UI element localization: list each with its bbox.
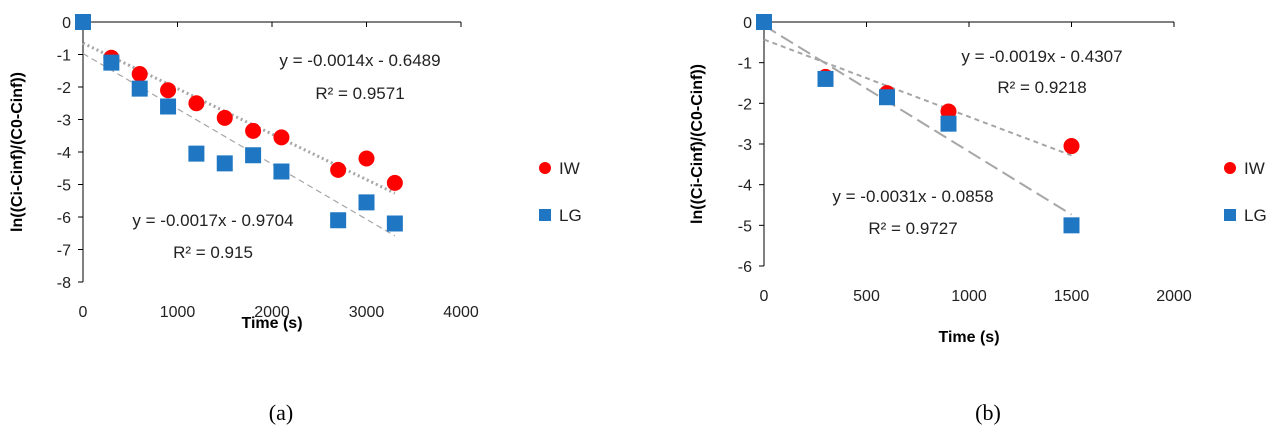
x-tick-label: 3000 — [349, 304, 385, 321]
data-point-iw — [940, 103, 957, 120]
data-point-lg — [245, 147, 262, 164]
trendline-r2: R² = 0.9571 — [315, 84, 404, 103]
y-tick-label: -1 — [57, 48, 71, 65]
legend-label-iw: IW — [1244, 159, 1265, 178]
data-point-lg — [160, 98, 177, 115]
legend-marker-lg — [1224, 209, 1236, 221]
legend-label-lg: LG — [1244, 206, 1267, 225]
trendline-iw — [763, 38, 1072, 157]
legend-marker-iw — [1224, 162, 1236, 174]
data-point-lg — [103, 54, 120, 71]
x-tick-label: 1500 — [1054, 288, 1090, 305]
trendline-equation: y = -0.0014x - 0.6489 — [279, 51, 440, 70]
x-tick-label: 0 — [760, 288, 769, 305]
x-axis-title: Time (s) — [241, 315, 302, 332]
data-point-iw — [131, 66, 148, 82]
x-tick-label: 2000 — [254, 304, 290, 321]
data-point-iw — [245, 122, 262, 139]
chart-svg-b: 0 -1 -2 -3 -4 -5 -6 0 500 1000 1500 2000 ln((Ci-Cinf… — [689, 14, 1267, 346]
data-point-lg — [188, 145, 205, 162]
data-point-lg — [273, 163, 290, 180]
y-tick-label: -8 — [57, 275, 71, 292]
y-tick-label: 0 — [62, 15, 71, 32]
trendline-equation: y = -0.0017x - 0.9704 — [132, 211, 293, 230]
data-point-iw — [160, 82, 177, 99]
y-tick-label: -3 — [738, 137, 752, 154]
legend-label-lg: LG — [559, 206, 582, 225]
x-tick-label: 500 — [853, 288, 880, 305]
data-point-iw — [188, 95, 205, 112]
data-point-iw — [1063, 138, 1080, 155]
y-tick-label: -2 — [57, 80, 71, 97]
trendline-equation: y = -0.0019x - 0.4307 — [961, 47, 1122, 66]
x-tick-label: 0 — [79, 304, 88, 321]
x-tick-label: 2000 — [1156, 288, 1192, 305]
y-tick-label: -5 — [57, 178, 71, 195]
data-point-lg — [940, 115, 957, 132]
caption-b: (b) — [975, 400, 1001, 425]
data-point-lg — [756, 14, 772, 30]
data-point-lg — [1063, 217, 1080, 234]
y-tick-label: -6 — [738, 259, 752, 276]
y-tick-label: -4 — [57, 145, 71, 162]
data-point-lg — [879, 89, 895, 106]
chart-svg-a: 0 -1 -2 -3 -4 -5 -6 -7 -8 0 1000 2000 3000 4000 ln((Ci… — [9, 14, 582, 332]
trendline-lg — [82, 53, 396, 237]
chart-panel-b: 0 -1 -2 -3 -4 -5 -6 0 500 1000 1500 2000 ln((Ci-Cinf… — [640, 0, 1279, 432]
y-tick-label: -3 — [57, 113, 71, 130]
data-point-iw — [330, 161, 347, 178]
trendline-lg — [763, 24, 1073, 216]
trendline-r2: R² = 0.9218 — [997, 78, 1086, 97]
data-point-lg — [75, 14, 91, 30]
y-tick-label: -7 — [57, 243, 71, 260]
x-tick-label: 1000 — [160, 304, 196, 321]
chart-panel-a: 0 -1 -2 -3 -4 -5 -6 -7 -8 0 1000 2000 3000 4000 ln((Ci… — [9, 14, 582, 425]
y-tick-label: -5 — [738, 218, 752, 235]
legend-marker-iw — [539, 162, 551, 174]
legend-label-iw: IW — [559, 159, 580, 178]
data-point-iw — [273, 129, 290, 146]
y-tick-label: 0 — [743, 15, 752, 32]
y-axis-title: ln((Ci-Cinf)/(C0-Cinf)) — [689, 64, 706, 224]
legend-marker-lg — [539, 209, 551, 221]
y-tick-label: -6 — [57, 210, 71, 227]
trendline-equation: y = -0.0031x - 0.0858 — [832, 187, 993, 206]
caption-a: (a) — [268, 400, 294, 425]
data-point-iw — [386, 174, 403, 191]
data-point-lg — [358, 194, 375, 211]
data-point-iw — [216, 109, 233, 126]
x-axis-title: Time (s) — [938, 329, 999, 346]
trendline-r2: R² = 0.9727 — [868, 219, 957, 238]
x-tick-label: 1000 — [951, 288, 987, 305]
y-axis-title: ln((Ci-Cinf)/(C0-Cinf)) — [9, 72, 26, 232]
y-tick-label: -4 — [738, 178, 752, 195]
data-point-lg — [386, 215, 403, 232]
x-tick-label: 4000 — [443, 304, 479, 321]
data-point-lg — [330, 212, 347, 229]
trendline-r2: R² = 0.915 — [173, 243, 253, 262]
y-tick-label: -1 — [738, 56, 752, 73]
data-point-lg — [131, 80, 148, 97]
data-point-iw — [358, 150, 375, 167]
data-point-lg — [817, 70, 834, 87]
y-tick-label: -2 — [738, 96, 752, 113]
data-point-lg — [216, 155, 233, 172]
